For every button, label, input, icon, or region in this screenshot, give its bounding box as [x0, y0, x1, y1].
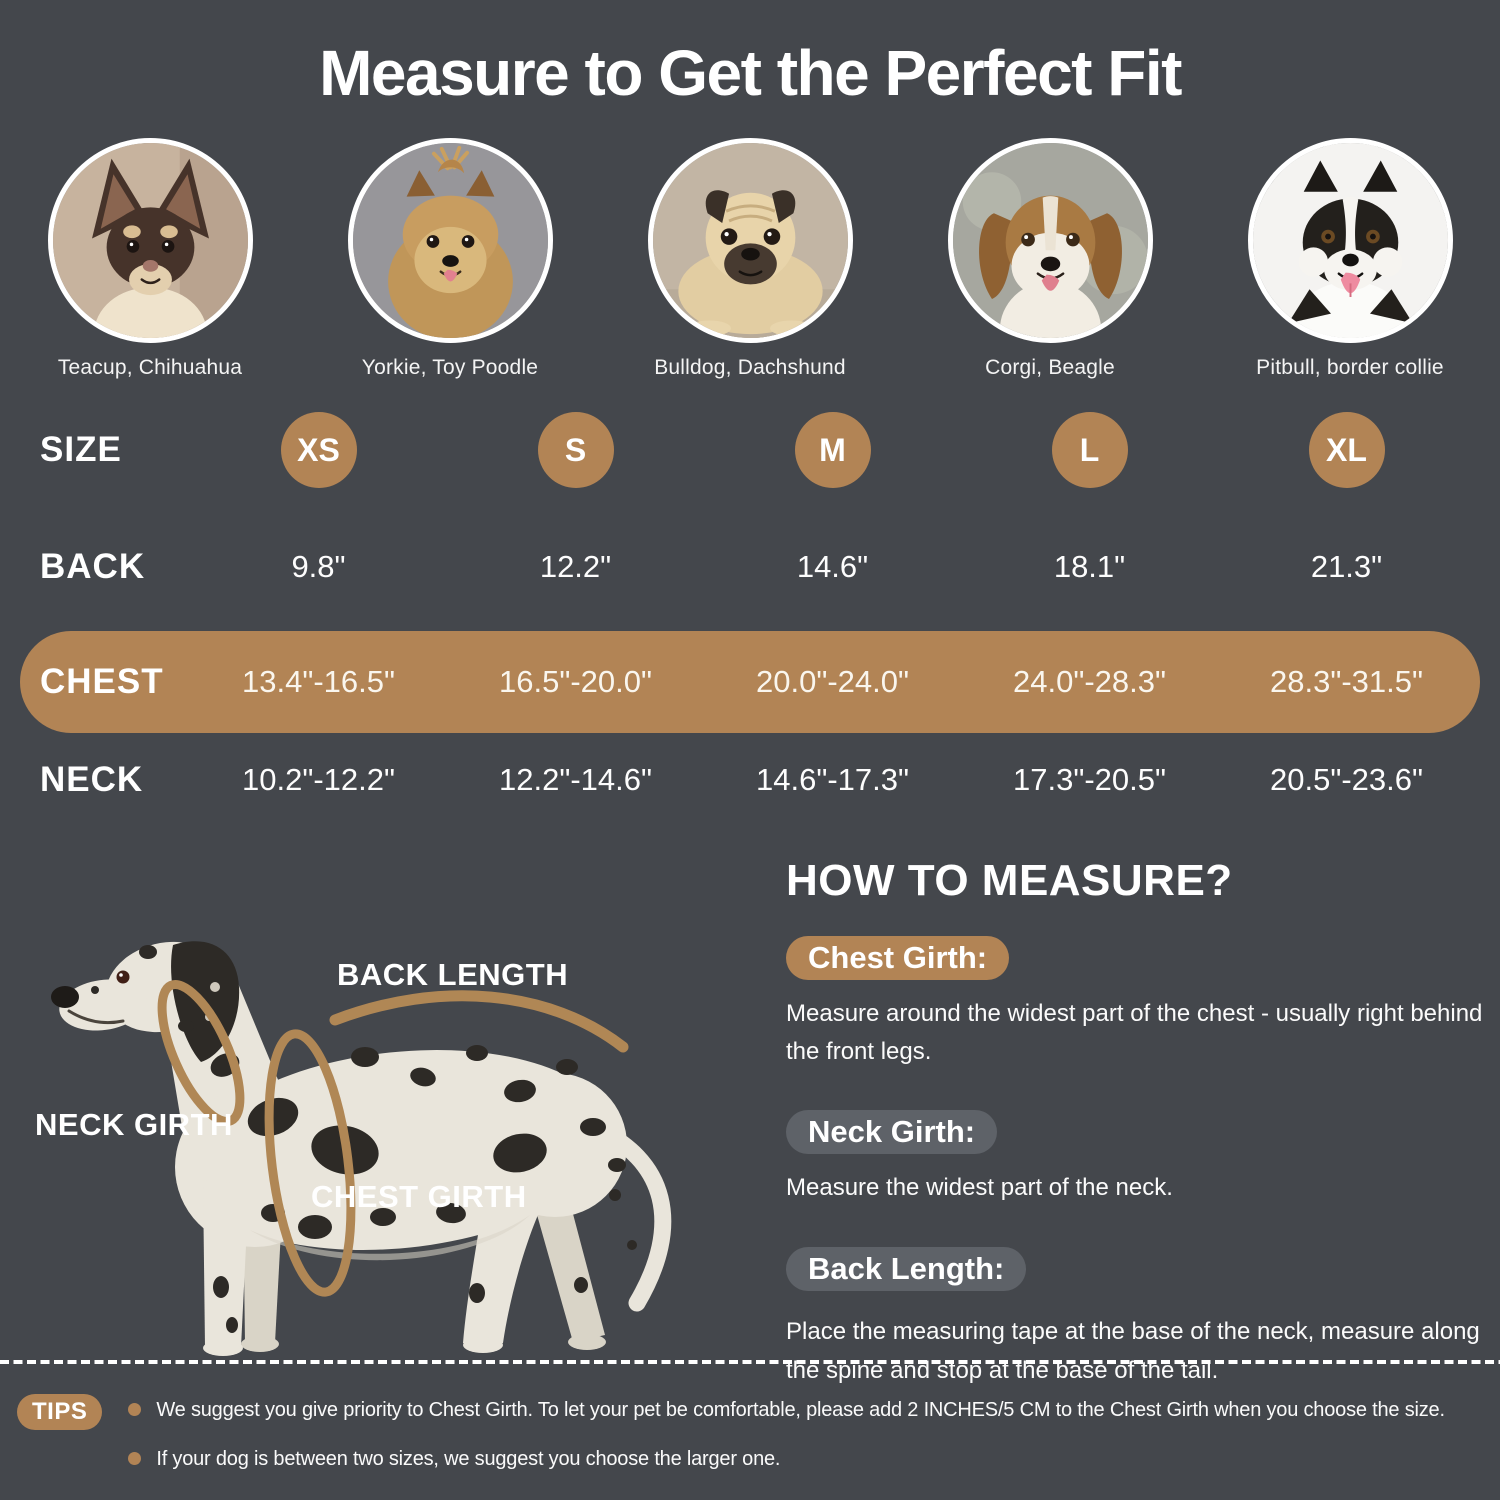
chest-value: 28.3"-31.5" [1269, 664, 1423, 699]
size-pill-xs: XS [280, 412, 357, 488]
breed-yorkie: Yorkie, Toy Poodle [300, 138, 600, 380]
breed-label: Yorkie, Toy Poodle [361, 356, 539, 379]
back-length-instructions: Place the measuring tape at the base of … [786, 1318, 1480, 1384]
how-to-measure-section: HOW TO MEASURE? Chest Girth: Measure aro… [786, 856, 1486, 1390]
back-length-badge: Back Length: [786, 1247, 1027, 1292]
neck-girth-badge: Neck Girth: [786, 1109, 998, 1154]
dashed-divider [0, 1360, 1500, 1364]
size-cell: M [704, 412, 961, 488]
size-cell: S [447, 412, 704, 488]
table-row-neck: NECK 10.2"-12.2" 12.2"-14.6" 14.6"-17.3"… [0, 757, 1500, 803]
neck-value: 12.2"-14.6" [498, 762, 652, 797]
breed-beagle: Corgi, Beagle [900, 138, 1200, 380]
row-label-chest: CHEST [40, 662, 164, 701]
tip-item: We suggest you give priority to Chest Gi… [128, 1397, 1445, 1423]
bullet-dot-icon [128, 1452, 142, 1465]
chihuahua-photo [47, 138, 253, 343]
breed-chihuahua: Teacup, Chihuahua [0, 138, 300, 380]
size-pill-s: S [537, 412, 614, 488]
pug-photo [647, 138, 853, 343]
page-title: Measure to Get the Perfect Fit [319, 37, 1182, 109]
breed-photo-row: Teacup, Chihuahua [0, 138, 1500, 380]
back-value: 18.1" [1053, 549, 1126, 584]
size-pill-m: M [794, 412, 871, 488]
size-cell: L [961, 412, 1218, 488]
size-cell: XL [1218, 412, 1475, 488]
size-pill-l: L [1051, 412, 1128, 488]
tips-section: TIPS We suggest you give priority to Che… [17, 1394, 1492, 1472]
chest-girth-badge: Chest Girth: [786, 936, 1010, 980]
how-to-measure-title: HOW TO MEASURE? [786, 856, 1233, 905]
table-row-back: BACK 9.8" 12.2" 14.6" 18.1" 21.3" [0, 544, 1500, 590]
chest-value: 13.4"-16.5" [241, 664, 395, 699]
chest-girth-instructions: Measure around the widest part of the ch… [786, 1000, 1483, 1066]
tip-text: We suggest you give priority to Chest Gi… [156, 1399, 1445, 1421]
measurement-diagram: BACK LENGTH NECK GIRTH CHEST GIRTH [15, 895, 705, 1375]
chest-value: 20.0"-24.0" [755, 664, 909, 699]
tips-badge: TIPS [17, 1394, 103, 1430]
tips-list: We suggest you give priority to Chest Gi… [128, 1397, 1445, 1472]
back-value: 14.6" [796, 549, 869, 584]
row-label-back: BACK [40, 547, 146, 586]
breed-border-collie: Pitbull, border collie [1200, 138, 1500, 380]
breed-label: Pitbull, border collie [1256, 356, 1444, 379]
neck-value: 10.2"-12.2" [241, 762, 395, 797]
chest-value: 24.0"-28.3" [1012, 664, 1166, 699]
breed-label: Teacup, Chihuahua [57, 356, 243, 379]
border-collie-photo [1247, 138, 1453, 343]
neck-value: 17.3"-20.5" [1012, 762, 1166, 797]
neck-girth-instructions: Measure the widest part of the neck. [786, 1173, 1173, 1201]
table-row-size: SIZE XS S M L XL [0, 412, 1500, 488]
back-value: 21.3" [1310, 549, 1383, 584]
row-label-size: SIZE [40, 430, 122, 469]
dalmatian-illustration: BACK LENGTH NECK GIRTH CHEST GIRTH [35, 941, 672, 1356]
neck-value: 14.6"-17.3" [755, 762, 909, 797]
chest-girth-label: CHEST GIRTH [311, 1179, 527, 1214]
tip-text: If your dog is between two sizes, we sug… [156, 1448, 781, 1470]
breed-pug: Bulldog, Dachshund [600, 138, 900, 380]
back-value: 9.8" [291, 549, 346, 584]
bullet-dot-icon [128, 1403, 142, 1416]
back-length-label: BACK LENGTH [337, 957, 568, 992]
breed-label: Corgi, Beagle [985, 356, 1115, 379]
beagle-photo [947, 138, 1153, 343]
neck-value: 20.5"-23.6" [1269, 762, 1423, 797]
tip-item: If your dog is between two sizes, we sug… [128, 1446, 1445, 1472]
neck-girth-label: NECK GIRTH [35, 1107, 233, 1142]
row-label-neck: NECK [40, 760, 144, 799]
table-row-chest-highlighted: CHEST 13.4"-16.5" 16.5"-20.0" 20.0"-24.0… [0, 631, 1500, 733]
size-cell: XS [190, 412, 447, 488]
yorkie-photo [347, 138, 553, 343]
chest-value: 16.5"-20.0" [498, 664, 652, 699]
breed-label: Bulldog, Dachshund [654, 356, 846, 379]
size-pill-xl: XL [1308, 412, 1385, 488]
back-value: 12.2" [539, 549, 612, 584]
